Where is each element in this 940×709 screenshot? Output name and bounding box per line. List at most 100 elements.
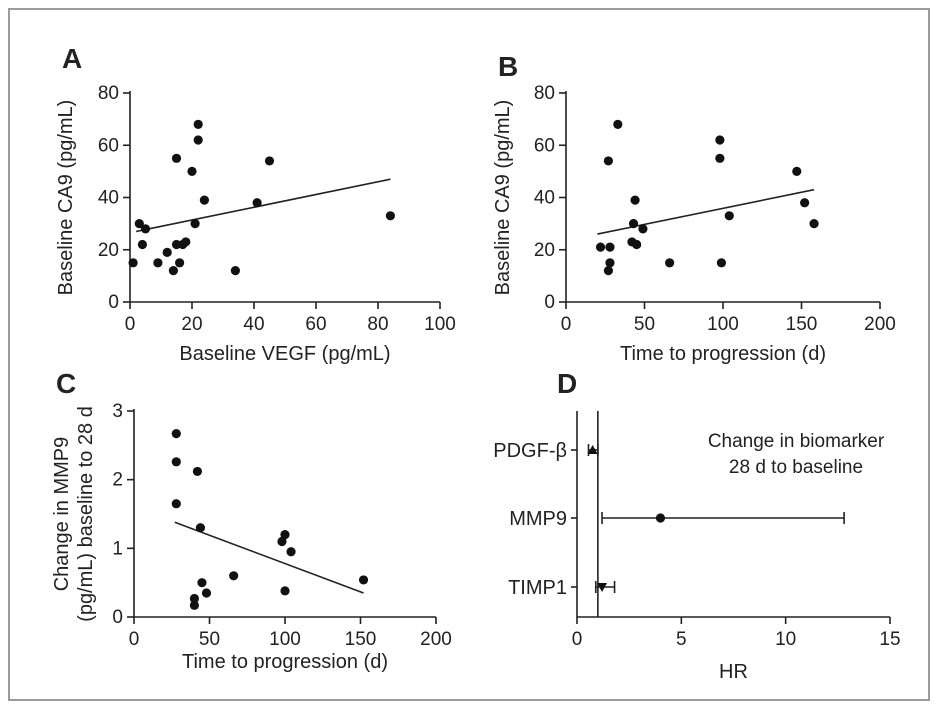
y-tick-label: 0 <box>108 292 119 313</box>
x-tick-label: 5 <box>676 629 687 650</box>
x-tick-label: 15 <box>879 629 900 650</box>
data-point <box>630 195 640 205</box>
y-tick-label: 20 <box>98 240 119 261</box>
data-point <box>140 224 151 234</box>
panel-letter: B <box>498 51 518 82</box>
data-point <box>665 258 675 268</box>
y-tick-label: 80 <box>534 83 555 104</box>
data-point <box>189 600 199 610</box>
annotation-text: Change in biomarker <box>708 431 885 452</box>
data-point <box>181 237 191 247</box>
data-point <box>197 578 207 588</box>
data-point <box>638 224 648 234</box>
x-tick-label: 0 <box>572 629 583 650</box>
panel-c: C 0 1 2 3 0 50 100 150 200 Time to progression (d)… <box>51 368 452 673</box>
y-tick-label: 80 <box>98 83 119 104</box>
x-tick-label: 100 <box>707 314 739 335</box>
row-label: PDGF-β <box>493 440 567 462</box>
data-point <box>189 593 199 604</box>
data-point <box>603 156 613 166</box>
x-tick-label: 10 <box>775 629 796 650</box>
data-point <box>358 575 369 585</box>
data-point <box>134 219 144 229</box>
figure-frame <box>8 8 930 701</box>
data-point <box>190 219 200 229</box>
hr-point <box>587 445 598 454</box>
annotation-text: 28 d to baseline <box>729 457 863 478</box>
data-point <box>809 219 819 229</box>
row-label: TIMP1 <box>508 577 567 599</box>
y-tick-label: 40 <box>98 188 119 209</box>
x-tick-label: 20 <box>181 314 202 335</box>
data-point <box>632 239 642 250</box>
regression-line <box>136 178 391 233</box>
data-point <box>171 457 181 467</box>
hr-point <box>597 583 608 592</box>
data-point <box>595 242 606 252</box>
regression-line <box>597 188 815 235</box>
forest-row: MMP9 <box>509 508 845 530</box>
data-point <box>716 258 727 268</box>
data-point <box>605 258 615 268</box>
data-point <box>385 211 395 221</box>
x-tick-label: 40 <box>243 314 264 335</box>
y-tick-label: 40 <box>534 188 555 209</box>
y-axis-label-line: Change in MMP9 <box>51 437 73 592</box>
regression-line <box>174 521 364 594</box>
data-point <box>628 219 639 229</box>
forest-row: TIMP1 <box>508 577 616 599</box>
data-point <box>252 198 262 208</box>
row-label: MMP9 <box>509 508 567 530</box>
data-point <box>195 523 206 533</box>
data-point <box>230 266 240 276</box>
data-point <box>280 530 290 540</box>
panel-letter: A <box>62 43 82 74</box>
data-point <box>277 536 287 547</box>
data-point <box>201 588 212 598</box>
x-axis-label: HR <box>719 661 748 683</box>
panel-b: B 0 20 40 60 80 0 50 100 150 200 Time to progressio… <box>492 51 896 365</box>
data-point <box>153 258 163 268</box>
y-tick-label: 0 <box>544 292 555 313</box>
data-point <box>193 135 203 145</box>
x-tick-label: 0 <box>129 629 140 650</box>
x-axis-label: Time to progression (d) <box>620 343 826 365</box>
x-tick-label: 60 <box>305 314 326 335</box>
forest-row: PDGF-β <box>493 440 599 462</box>
panel-d: D 0 5 10 15 HR PDGF-β MMP9 TIMP1 Change in biomar… <box>493 368 900 683</box>
y-tick-label: 2 <box>112 470 123 491</box>
data-point <box>162 247 172 257</box>
x-tick-label: 0 <box>125 314 136 335</box>
x-tick-label: 150 <box>786 314 818 335</box>
data-point <box>792 166 802 176</box>
data-point <box>137 239 147 250</box>
x-tick-label: 0 <box>561 314 572 335</box>
y-axis-label: Baseline CA9 (pg/mL) <box>55 100 77 296</box>
data-point <box>175 258 185 268</box>
data-point <box>193 119 203 129</box>
data-point <box>280 586 290 596</box>
data-point <box>128 258 138 268</box>
data-point <box>192 466 203 477</box>
x-tick-label: 200 <box>420 629 452 650</box>
x-tick-label: 80 <box>367 314 388 335</box>
data-point <box>724 211 734 221</box>
y-axis-label: Change in MMP9 (pg/mL) baseline to 28 d <box>51 406 97 622</box>
data-point <box>603 266 613 276</box>
x-tick-label: 200 <box>864 314 896 335</box>
panel-letter: C <box>56 368 76 399</box>
data-point <box>286 547 296 557</box>
y-tick-label: 3 <box>112 401 123 422</box>
data-point <box>171 153 182 163</box>
y-tick-label: 1 <box>112 538 123 559</box>
data-point <box>715 135 725 145</box>
panel-letter: D <box>557 368 577 399</box>
data-point <box>605 242 615 252</box>
x-tick-label: 100 <box>269 629 301 650</box>
data-point <box>715 153 725 163</box>
x-axis-label: Time to progression (d) <box>182 651 388 673</box>
data-point <box>199 195 209 205</box>
data-point <box>264 156 275 166</box>
x-axis-label: Baseline VEGF (pg/mL) <box>179 343 390 365</box>
